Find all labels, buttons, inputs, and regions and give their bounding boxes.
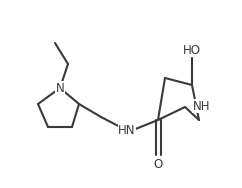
Text: N: N xyxy=(56,82,64,95)
Text: HO: HO xyxy=(183,43,201,57)
Text: O: O xyxy=(153,158,163,171)
Text: NH: NH xyxy=(193,99,211,112)
Text: HN: HN xyxy=(118,124,136,136)
